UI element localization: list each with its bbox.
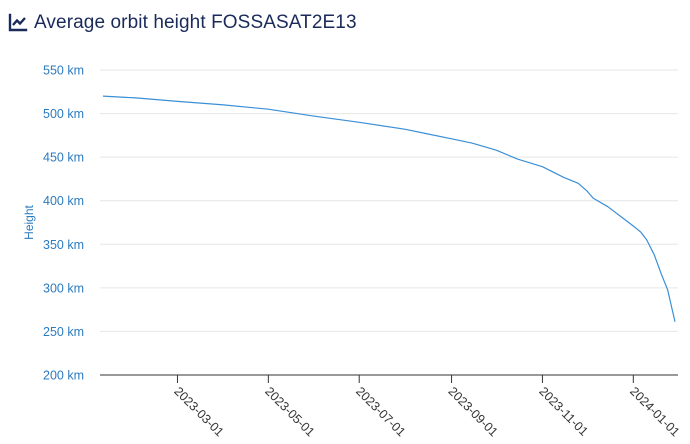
- series-line: [102, 95, 676, 322]
- x-tick-label: 2023-05-01: [262, 384, 317, 439]
- x-tick-label: 2023-07-01: [353, 384, 408, 439]
- y-tick-label: 200 km: [43, 369, 84, 383]
- y-tick-label: 350 km: [43, 238, 84, 252]
- y-tick-label: 250 km: [43, 325, 84, 339]
- y-tick-label: 300 km: [43, 281, 84, 295]
- chart-header: Average orbit height FOSSASAT2E13: [8, 12, 357, 34]
- chart-grid: [100, 69, 678, 332]
- x-tick-label: 2023-03-01: [171, 384, 226, 439]
- y-axis-title: Height: [22, 204, 36, 239]
- x-tick-label: 2023-11-01: [536, 384, 590, 438]
- y-tick-label: 400 km: [43, 194, 84, 208]
- x-tick-label: 2024-01-01: [627, 384, 682, 439]
- x-axis: 2023-03-01 2023-05-01 2023-07-01 2023-09-01…: [100, 374, 682, 439]
- y-axis-labels: 200 km 250 km 300 km 350 km 400 km 450 km 500 …: [43, 64, 84, 383]
- y-tick-label: 450 km: [43, 151, 84, 165]
- series-layer: [102, 95, 676, 322]
- y-tick-label: 550 km: [43, 64, 84, 78]
- y-tick-label: 500 km: [43, 107, 84, 121]
- x-tick-label: 2023-09-01: [445, 384, 500, 439]
- chart-title: Average orbit height FOSSASAT2E13: [34, 12, 357, 33]
- line-chart-icon: [8, 13, 28, 32]
